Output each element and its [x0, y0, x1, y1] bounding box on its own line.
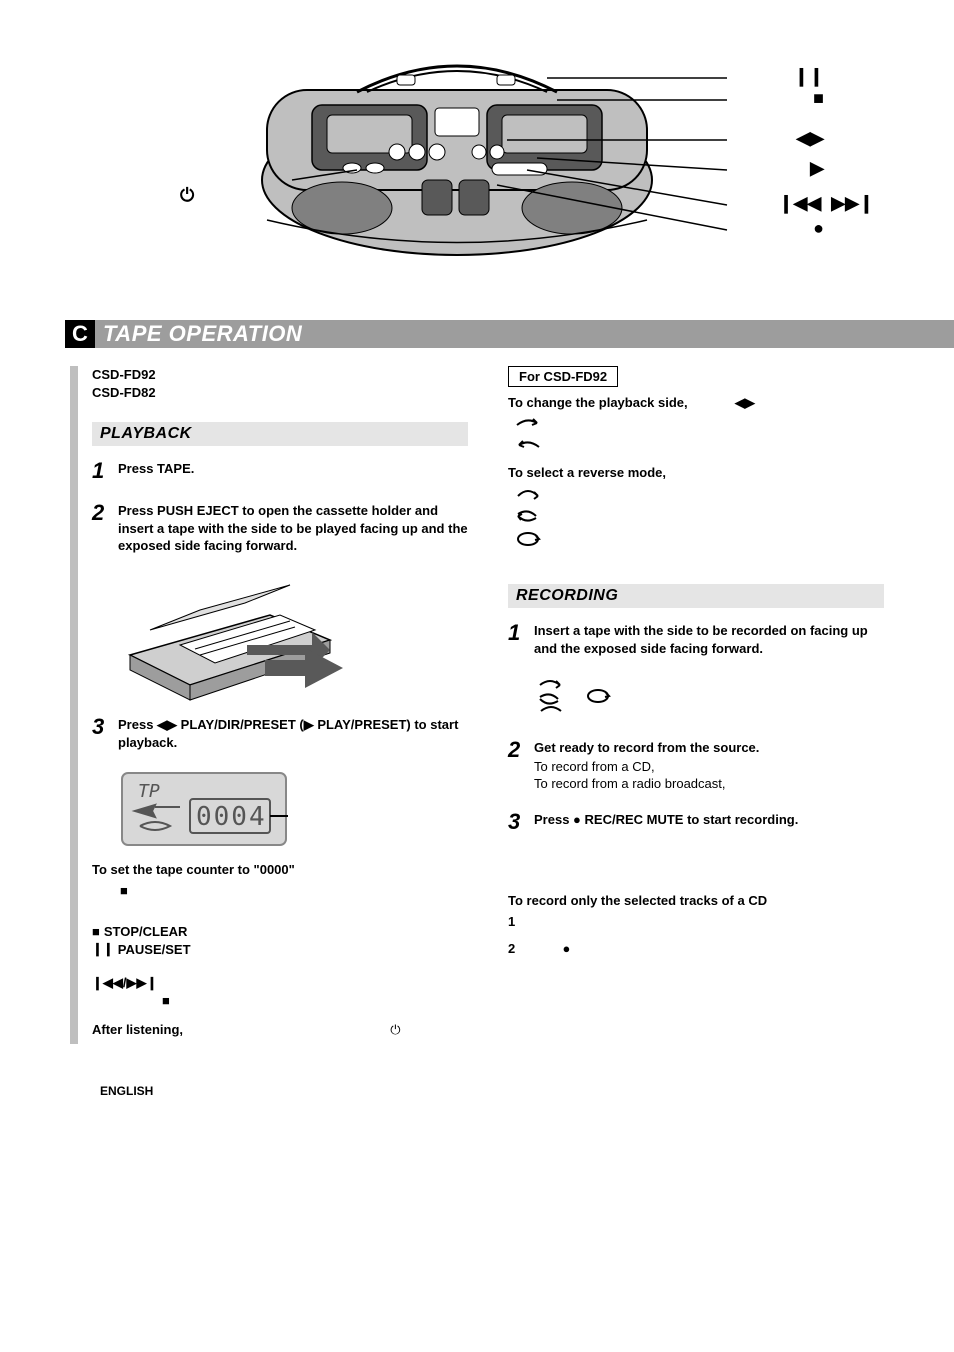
- model-list: CSD-FD92 CSD-FD82: [92, 366, 468, 402]
- section-letter: C: [65, 320, 95, 348]
- record-radio-label: To record from a radio broadcast,: [534, 776, 884, 791]
- step-number: 3: [92, 716, 110, 751]
- recording-icons: [536, 677, 884, 721]
- boombox-illustration: [197, 30, 757, 260]
- step-number: 1: [508, 622, 526, 657]
- square-icon: ■: [162, 993, 468, 1008]
- recording-heading: RECORDING: [508, 584, 884, 608]
- after-listening-line: After listening, ⏻: [92, 1022, 468, 1038]
- stop-icon: ■: [92, 924, 100, 939]
- change-side-line: To change the playback side, ◀▶: [508, 395, 884, 411]
- stop-clear-line: ■ STOP/CLEAR: [92, 924, 468, 939]
- side-icons: [514, 417, 884, 455]
- record-icon: ●: [813, 218, 824, 239]
- seek-line: ❙◀◀/▶▶❙: [92, 975, 468, 991]
- section-title: TAPE OPERATION: [103, 321, 302, 347]
- selected-tracks-label: To record only the selected tracks of a …: [508, 893, 884, 908]
- play-icon: ▶: [810, 158, 824, 179]
- stop-clear-label: STOP/CLEAR: [104, 924, 188, 939]
- model-item: CSD-FD92: [92, 366, 468, 384]
- fd92-box-label: For CSD-FD92: [508, 366, 618, 387]
- recording-step-2: 2 Get ready to record from the source. T…: [508, 739, 884, 791]
- section-header: C TAPE OPERATION: [65, 320, 954, 348]
- step-number: 2: [92, 502, 110, 555]
- step-number: 2: [508, 739, 526, 791]
- pause-set-label: PAUSE/SET: [118, 942, 191, 957]
- reverse-mode-icons: [514, 486, 884, 548]
- seek-icon: ❙◀◀/▶▶❙: [92, 975, 157, 991]
- left-column: CSD-FD92 CSD-FD82 PLAYBACK 1 Press TAPE.…: [92, 366, 468, 1044]
- playback-step-1: 1 Press TAPE.: [92, 460, 468, 482]
- right-column: For CSD-FD92 To change the playback side…: [508, 366, 884, 1044]
- direction-icon: ◀▶: [735, 395, 755, 410]
- step-text: Press ● REC/REC MUTE to start recording.: [534, 811, 884, 829]
- step-text: Get ready to record from the source.: [534, 739, 884, 757]
- list-number: 2 ●: [508, 941, 884, 956]
- step-number: 3: [508, 811, 526, 833]
- step-number: 1: [92, 460, 110, 482]
- lcd-display-figure: TP 0004: [120, 771, 468, 854]
- recording-step-1: 1 Insert a tape with the side to be reco…: [508, 622, 884, 657]
- record-cd-label: To record from a CD,: [534, 759, 884, 774]
- step-text: Press PUSH EJECT to open the cassette ho…: [118, 502, 468, 555]
- playback-heading: PLAYBACK: [92, 422, 468, 446]
- list-number: 1: [508, 914, 884, 929]
- power-icon: ⏻: [180, 185, 194, 206]
- playback-step-3: 3 Press ◀▶ PLAY/DIR/PRESET (▶ PLAY/PRESE…: [92, 716, 468, 751]
- stop-icon: ■: [813, 88, 824, 109]
- step-text: Press ◀▶ PLAY/DIR/PRESET (▶ PLAY/PRESET)…: [118, 716, 468, 751]
- reverse-mode-label: To select a reverse mode,: [508, 465, 884, 480]
- record-icon: ●: [562, 941, 570, 956]
- seek-icon: ❙◀◀ ▶▶❙: [778, 193, 874, 214]
- pause-set-line: ❙❙ PAUSE/SET: [92, 941, 468, 957]
- pause-icon: ❙❙: [794, 66, 824, 87]
- recording-step-3: 3 Press ● REC/REC MUTE to start recordin…: [508, 811, 884, 833]
- counter-reset-label: To set the tape counter to "0000": [92, 862, 468, 877]
- svg-text:0004: 0004: [196, 802, 267, 832]
- svg-text:TP: TP: [138, 781, 160, 802]
- power-icon: ⏻: [390, 1022, 400, 1037]
- pause-icon: ❙❙: [92, 941, 114, 957]
- step-text: Insert a tape with the side to be record…: [534, 622, 884, 657]
- device-diagram: ⏻ ❙❙ ■ ◀▶ ▶ ❙◀◀ ▶▶❙ ●: [70, 30, 884, 290]
- step-text: Press TAPE.: [118, 460, 468, 478]
- direction-icon: ◀▶: [796, 128, 824, 149]
- square-icon: ■: [120, 883, 468, 898]
- playback-step-2: 2 Press PUSH EJECT to open the cassette …: [92, 502, 468, 555]
- model-item: CSD-FD82: [92, 384, 468, 402]
- tape-insert-figure: [120, 575, 468, 708]
- page-footer-language: ENGLISH: [70, 1084, 884, 1098]
